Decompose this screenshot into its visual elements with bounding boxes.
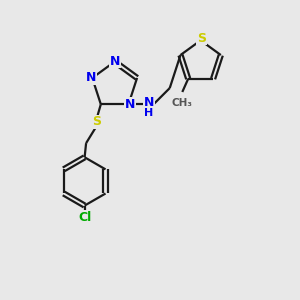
Text: N: N — [85, 71, 96, 84]
Text: H: H — [145, 107, 154, 118]
Text: N: N — [110, 55, 120, 68]
Text: N: N — [144, 96, 154, 109]
Text: N: N — [125, 98, 135, 111]
Text: Cl: Cl — [78, 211, 91, 224]
Text: S: S — [197, 32, 206, 44]
Text: CH₃: CH₃ — [172, 98, 193, 108]
Text: S: S — [92, 116, 101, 128]
